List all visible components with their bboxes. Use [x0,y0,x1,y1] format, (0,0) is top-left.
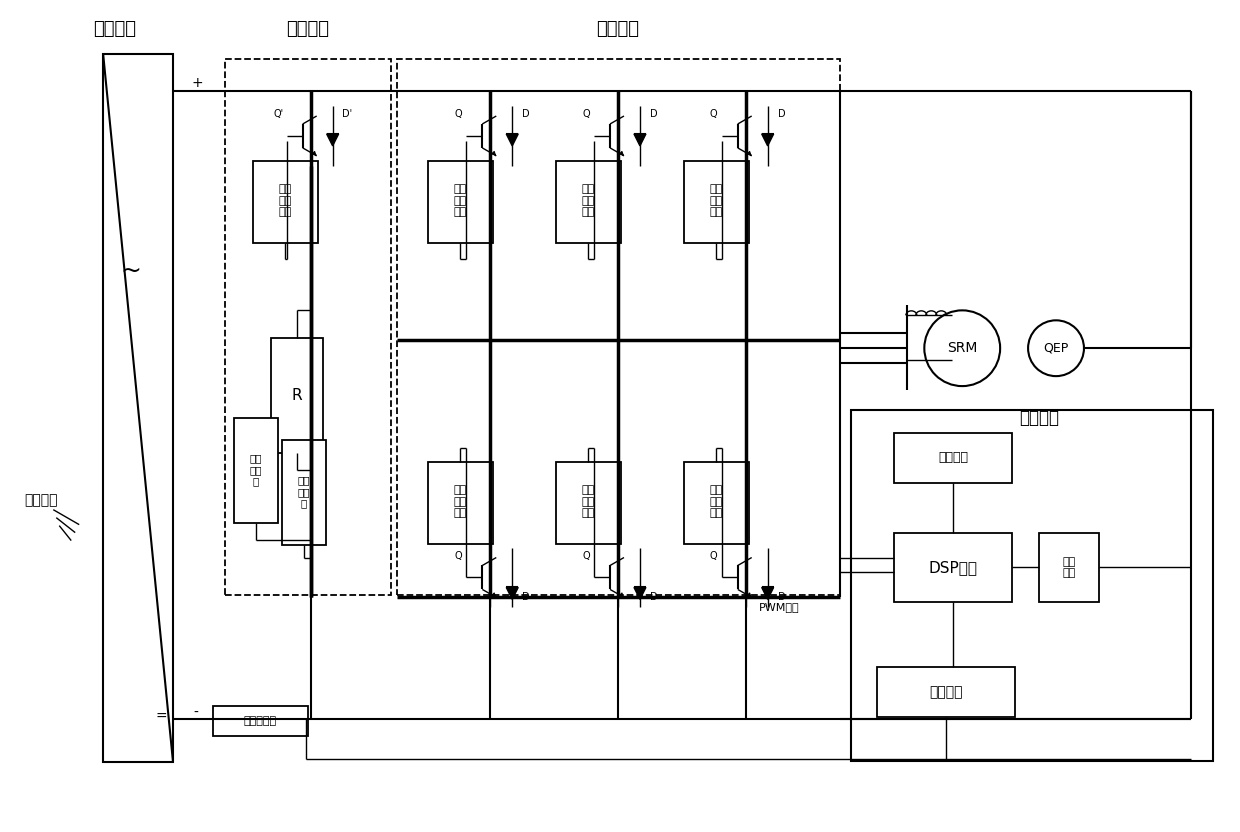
Text: D: D [522,592,529,602]
Text: 功率
驱动
电路: 功率 驱动 电路 [582,485,595,518]
Bar [224,59,391,596]
Text: 电源进线: 电源进线 [25,493,58,507]
Text: Q': Q' [274,109,284,119]
Bar [213,706,308,736]
Text: Q: Q [455,551,463,561]
Polygon shape [761,587,774,599]
Text: D: D [522,109,529,119]
Text: 通信
接口: 通信 接口 [1063,557,1075,578]
Text: DSP模块: DSP模块 [929,560,978,575]
Text: D: D [777,592,785,602]
Text: D: D [650,592,657,602]
Bar [894,433,1012,483]
Text: D: D [777,109,785,119]
Bar [683,161,749,243]
Text: 整流单元: 整流单元 [93,20,135,38]
Bar [234,418,278,522]
Text: -: - [193,706,198,720]
Text: Q: Q [583,551,590,561]
Text: 电流传感器: 电流传感器 [243,716,277,726]
Bar [270,339,322,453]
Text: 制动
驱动
电路: 制动 驱动 电路 [278,184,291,217]
Text: D': D' [341,109,352,119]
Text: 功率
驱动
电路: 功率 驱动 电路 [709,485,723,518]
Polygon shape [506,134,518,146]
Text: R: R [291,388,303,403]
Bar [878,667,1016,717]
Text: 过压
传感
器: 过压 传感 器 [249,453,262,487]
Text: ~: ~ [120,259,141,283]
Text: +: + [191,76,203,90]
Text: D: D [650,109,657,119]
Text: Q: Q [583,109,590,119]
Text: PWM脉冲: PWM脉冲 [759,602,800,612]
Text: 制动单元: 制动单元 [286,20,329,38]
Bar [398,59,839,596]
Polygon shape [634,587,646,599]
Text: =: = [155,710,167,724]
Bar [103,54,174,762]
Text: 控制单元: 控制单元 [1019,409,1059,427]
Text: Q: Q [711,109,718,119]
Bar [429,161,494,243]
Polygon shape [634,134,646,146]
Polygon shape [326,134,339,146]
Text: Q: Q [711,551,718,561]
Text: 功率单元: 功率单元 [596,20,640,38]
Bar [281,440,326,545]
Text: 功率
驱动
电路: 功率 驱动 电路 [454,485,467,518]
Text: QEP: QEP [1043,342,1069,354]
Text: 功率
驱动
电路: 功率 驱动 电路 [454,184,467,217]
Text: SRM: SRM [947,341,977,355]
Polygon shape [506,587,518,599]
Bar [1039,532,1099,602]
Bar [683,462,749,543]
Bar [894,532,1012,602]
Bar [429,462,494,543]
Text: 过压
传感
器: 过压 传感 器 [298,475,310,508]
Bar [557,462,621,543]
Text: 功率
驱动
电路: 功率 驱动 电路 [582,184,595,217]
Text: 采样模块: 采样模块 [930,685,963,699]
Bar [852,410,1213,760]
Text: 电源模块: 电源模块 [939,451,968,464]
Text: Q: Q [455,109,463,119]
Text: 功率
驱动
电路: 功率 驱动 电路 [709,184,723,217]
Polygon shape [761,134,774,146]
Bar [253,161,317,243]
Bar [557,161,621,243]
